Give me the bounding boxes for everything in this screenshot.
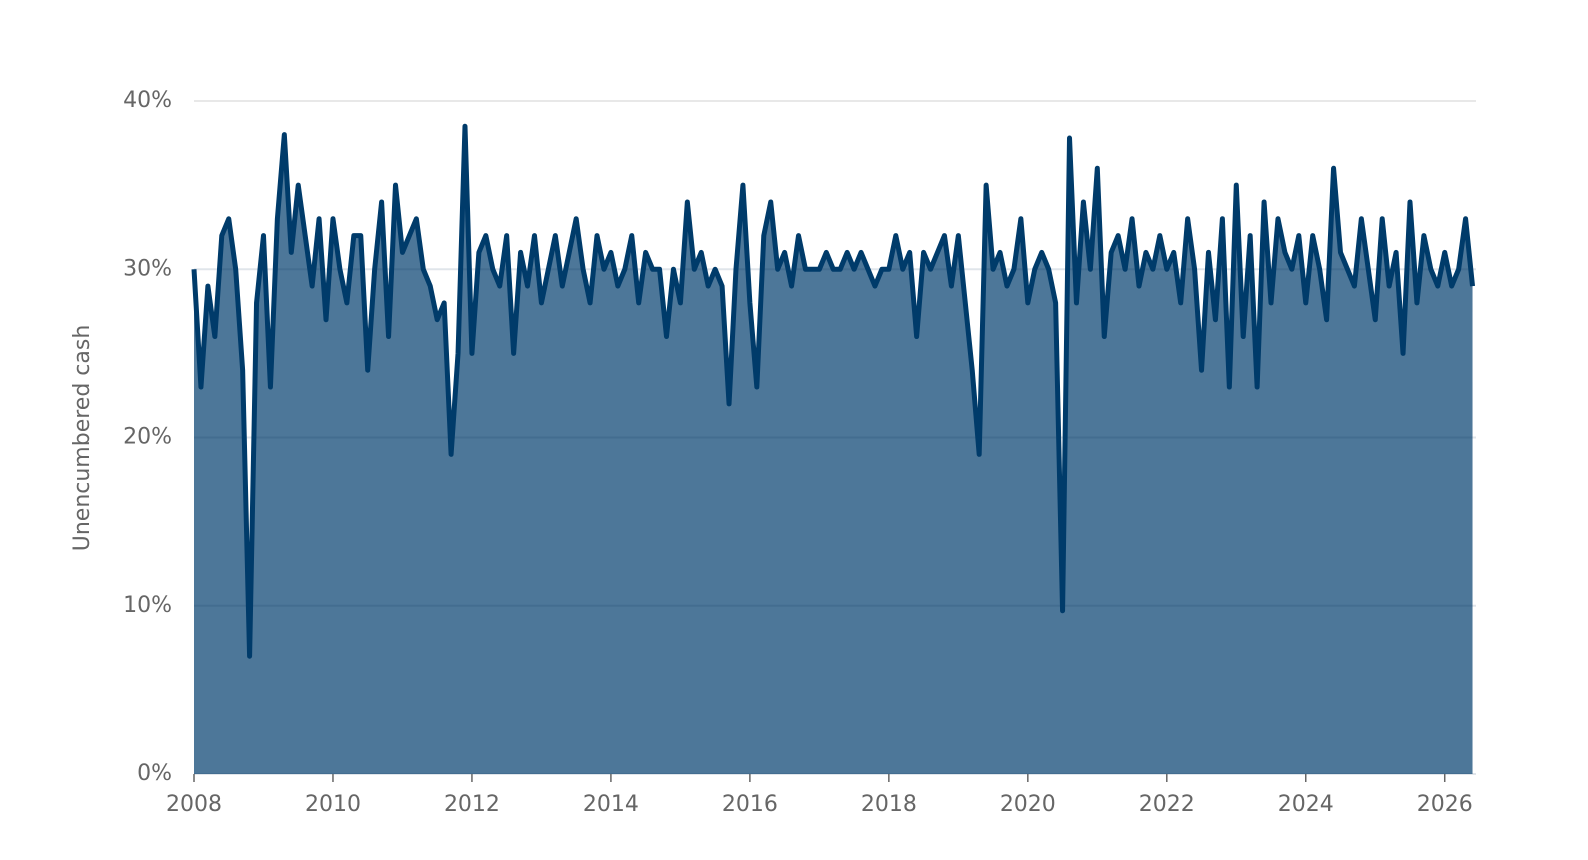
x-tick-label: 2016 bbox=[722, 792, 778, 817]
x-tick-label: 2012 bbox=[444, 792, 500, 817]
x-tick-label: 2020 bbox=[1000, 792, 1056, 817]
area bbox=[194, 126, 1473, 775]
x-tick-label: 2008 bbox=[166, 792, 222, 817]
y-axis-label: Unencumbered cash bbox=[70, 325, 95, 552]
x-tick-label: 2014 bbox=[583, 792, 639, 817]
x-tick-label: 2018 bbox=[861, 792, 917, 817]
x-tick-label: 2022 bbox=[1139, 792, 1195, 817]
y-tick-label: 0% bbox=[137, 761, 172, 786]
x-tick-label: 2026 bbox=[1417, 792, 1473, 817]
y-tick-label: 40% bbox=[123, 88, 172, 113]
y-tick-label: 10% bbox=[123, 593, 172, 618]
x-tick-label: 2024 bbox=[1278, 792, 1334, 817]
y-tick-label: 30% bbox=[123, 256, 172, 281]
line bbox=[191, 123, 1476, 659]
x-tick-label: 2010 bbox=[305, 792, 361, 817]
y-tick-label: 20% bbox=[123, 425, 172, 450]
